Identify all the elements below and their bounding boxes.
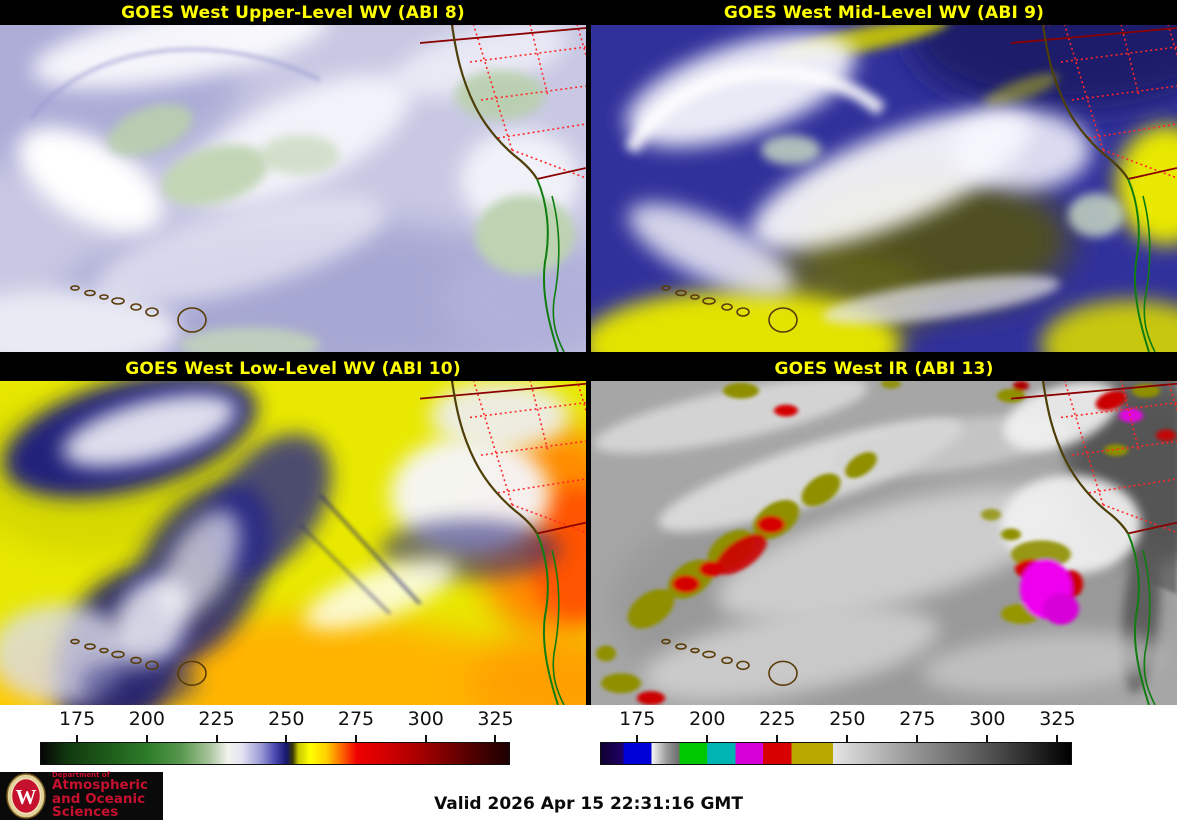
wv-colorbar: 175 200 225 250 275 300 325	[40, 708, 514, 766]
colorbar-tick-label: 200	[689, 708, 726, 730]
colorbar-tick	[215, 735, 218, 742]
colorbar-tick-label: 325	[477, 708, 514, 730]
colorbar-tick-label: 225	[198, 708, 235, 730]
panel-title-text: GOES West Mid-Level WV (ABI 9)	[723, 2, 1045, 23]
colorbar-tick-label: 325	[1039, 708, 1076, 730]
uw-aos-logo: W Department of Atmospheric and Oceanic …	[0, 770, 163, 820]
colorbar-tick-label: 300	[407, 708, 444, 730]
uw-crest-icon: W	[6, 773, 46, 819]
ir-colorbar: 175 200 225 250 275 300 325	[600, 708, 1076, 766]
colorbar-tick	[355, 735, 358, 742]
panel-title-bar: GOES West Mid-Level WV (ABI 9)	[591, 0, 1177, 25]
colorbar-tick-label: 250	[268, 708, 305, 730]
panel-low-level-wv: GOES West Low-Level WV (ABI 10)	[0, 356, 586, 705]
logo-dept-line: Department of	[52, 770, 110, 779]
colorbar-tick-label: 175	[619, 708, 656, 730]
ir-colorbar-gradient	[600, 742, 1072, 765]
colorbar-tick-label: 250	[829, 708, 866, 730]
colorbar-tick-label: 300	[969, 708, 1006, 730]
colorbar-tick-label: 225	[759, 708, 796, 730]
colorbar-tick	[776, 735, 779, 742]
logo-name-line1: Atmospheric	[52, 776, 148, 793]
colorbar-tick	[424, 735, 427, 742]
panel-title-text: GOES West IR (ABI 13)	[774, 358, 994, 379]
colorbar-tick	[285, 735, 288, 742]
colorbar-tick	[494, 735, 497, 742]
svg-text:W: W	[16, 785, 37, 809]
colorbar-tick	[1056, 735, 1059, 742]
panel-title-text: GOES West Upper-Level WV (ABI 8)	[121, 2, 465, 23]
panel-ir: GOES West IR (ABI 13)	[591, 356, 1177, 705]
colorbar-tick	[846, 735, 849, 742]
colorbar-tick-label: 175	[58, 708, 96, 730]
logo-name-line2: and Oceanic Sciences	[52, 790, 146, 820]
colorbar-tick	[145, 735, 148, 742]
colorbar-tick-label: 275	[899, 708, 936, 730]
wv-colorbar-gradient	[40, 742, 510, 765]
satellite-imagery-abi8	[0, 0, 586, 352]
valid-timestamp: Valid 2026 Apr 15 22:31:16 GMT	[434, 794, 743, 814]
panel-upper-level-wv: GOES West Upper-Level WV (ABI 8)	[0, 0, 586, 352]
panel-title-bar: GOES West Low-Level WV (ABI 10)	[0, 356, 586, 381]
colorbar-tick	[636, 735, 639, 742]
colorbar-tick	[986, 735, 989, 742]
panel-title-text: GOES West Low-Level WV (ABI 10)	[125, 358, 461, 379]
panel-title-bar: GOES West IR (ABI 13)	[591, 356, 1177, 381]
panel-title-bar: GOES West Upper-Level WV (ABI 8)	[0, 0, 586, 25]
panel-mid-level-wv: GOES West Mid-Level WV (ABI 9)	[591, 0, 1177, 352]
satellite-imagery-abi9	[591, 0, 1177, 352]
colorbar-tick	[706, 735, 709, 742]
colorbar-tick-label: 275	[337, 708, 375, 730]
satellite-imagery-abi13	[591, 356, 1177, 705]
colorbar-tick-label: 200	[128, 708, 165, 730]
colorbar-tick	[76, 735, 79, 742]
colorbar-tick	[916, 735, 919, 742]
satellite-imagery-abi10	[0, 356, 586, 705]
